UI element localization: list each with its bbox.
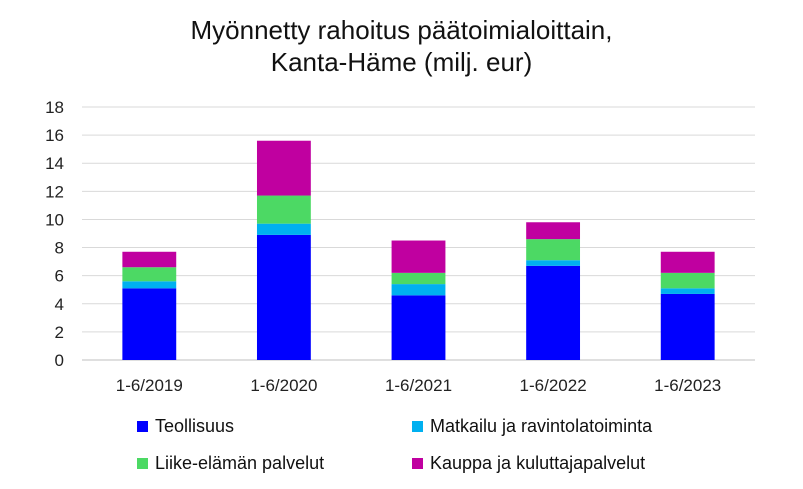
x-tick-label: 1-6/2022 xyxy=(520,376,587,395)
y-tick-label: 0 xyxy=(55,351,64,370)
chart-title-line-2: Kanta-Häme (milj. eur) xyxy=(270,47,533,77)
x-tick-label: 1-6/2021 xyxy=(385,376,452,395)
bar-segment xyxy=(526,260,581,266)
bar-segment xyxy=(660,251,715,273)
bar-segment xyxy=(526,222,581,240)
bar-segment xyxy=(122,288,177,360)
bar-segment xyxy=(122,267,177,282)
bar-segment xyxy=(526,239,581,261)
y-tick-label: 12 xyxy=(45,182,64,201)
bar-segment xyxy=(391,240,446,273)
y-tick-label: 16 xyxy=(45,126,64,145)
bar-segment xyxy=(256,195,311,224)
bar-segment xyxy=(660,288,715,294)
bar-segment xyxy=(391,295,446,360)
y-tick-label: 10 xyxy=(45,210,64,229)
y-tick-label: 14 xyxy=(45,154,64,173)
y-tick-label: 4 xyxy=(55,295,64,314)
bar-segment xyxy=(122,281,177,289)
bar-segment xyxy=(660,293,715,360)
y-tick-label: 2 xyxy=(55,323,64,342)
y-axis-ticks: 0 2 4 6 8 10 12 14 16 18 xyxy=(45,98,64,370)
bar-segment xyxy=(256,223,311,235)
bar-segment xyxy=(256,234,311,360)
bars xyxy=(122,140,715,360)
bar-segment xyxy=(526,265,581,360)
bar-segment xyxy=(256,140,311,196)
chart-title-line-1: Myönnetty rahoitus päätoimialoittain, xyxy=(190,15,613,45)
bar-segment xyxy=(391,272,446,285)
bar-segment xyxy=(122,251,177,268)
x-tick-label: 1-6/2019 xyxy=(116,376,183,395)
y-tick-label: 18 xyxy=(45,98,64,117)
y-tick-label: 8 xyxy=(55,239,64,258)
x-axis-ticks: 1-6/2019 1-6/2020 1-6/2021 1-6/2022 1-6/2023 xyxy=(116,376,722,395)
x-tick-label: 1-6/2023 xyxy=(654,376,721,395)
bar-segment xyxy=(660,272,715,289)
chart-title: Myönnetty rahoitus päätoimialoittain, Ka… xyxy=(0,14,803,78)
x-tick-label: 1-6/2020 xyxy=(250,376,317,395)
bar-segment xyxy=(391,284,446,296)
y-tick-label: 6 xyxy=(55,267,64,286)
